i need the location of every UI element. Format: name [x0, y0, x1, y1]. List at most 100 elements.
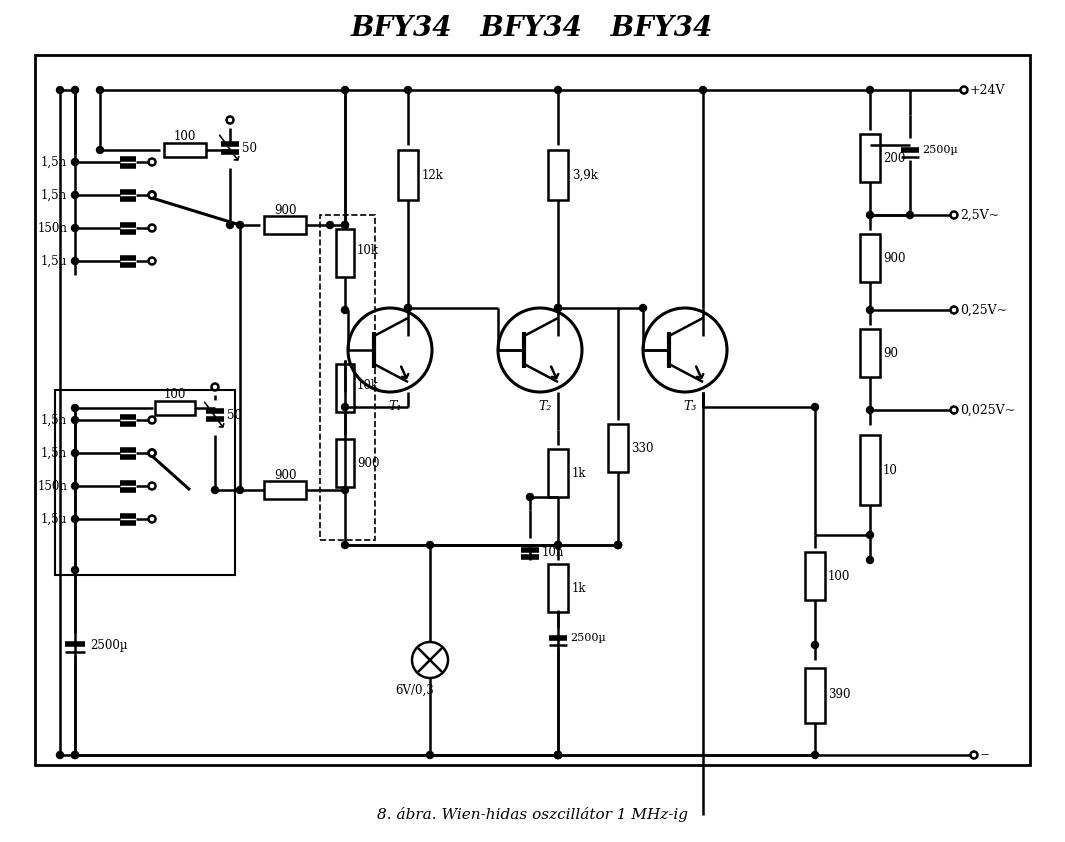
Circle shape: [812, 403, 819, 411]
Circle shape: [615, 541, 622, 548]
Text: 0,25V~: 0,25V~: [960, 303, 1007, 317]
Text: 8. ábra. Wien-hidas oszcillátor 1 MHz-ig: 8. ábra. Wien-hidas oszcillátor 1 MHz-ig: [377, 807, 688, 823]
Text: BFY34   BFY34   BFY34: BFY34 BFY34 BFY34: [350, 14, 714, 41]
Circle shape: [867, 407, 873, 413]
Text: 2500µ: 2500µ: [91, 638, 128, 652]
Text: 2500µ: 2500µ: [922, 145, 957, 155]
Text: 12k: 12k: [422, 168, 444, 182]
Circle shape: [906, 211, 914, 219]
Text: 0,025V~: 0,025V~: [960, 403, 1015, 417]
Text: 200: 200: [883, 152, 905, 164]
Text: 900: 900: [357, 456, 379, 470]
Bar: [861, 234, 880, 282]
Text: 900: 900: [883, 252, 905, 264]
Bar: [805, 552, 825, 600]
Circle shape: [212, 487, 218, 493]
Circle shape: [700, 87, 706, 93]
Circle shape: [71, 417, 79, 424]
Text: 10k: 10k: [357, 379, 379, 392]
Text: 6V/0,3: 6V/0,3: [395, 684, 433, 696]
Bar: [335, 439, 354, 487]
Circle shape: [71, 482, 79, 489]
Bar: [861, 435, 880, 505]
Circle shape: [71, 404, 79, 412]
Circle shape: [426, 541, 433, 548]
Bar: [548, 449, 568, 497]
Circle shape: [71, 225, 79, 232]
Text: 1,5µ: 1,5µ: [40, 254, 67, 268]
Circle shape: [327, 221, 333, 228]
Text: 1,5n: 1,5n: [40, 189, 67, 201]
Bar: [164, 143, 206, 157]
Text: 1,5µ: 1,5µ: [40, 513, 67, 525]
Circle shape: [526, 493, 534, 500]
Bar: [320, 215, 375, 540]
Circle shape: [342, 403, 348, 411]
Circle shape: [97, 147, 103, 153]
Circle shape: [867, 87, 873, 93]
Text: 150n: 150n: [37, 479, 67, 493]
Circle shape: [555, 752, 561, 759]
Circle shape: [555, 305, 561, 312]
Circle shape: [342, 221, 348, 228]
Circle shape: [555, 541, 561, 548]
Text: 150n: 150n: [37, 221, 67, 235]
Bar: [608, 424, 628, 472]
Text: 900: 900: [274, 468, 296, 482]
Bar: [548, 564, 568, 612]
Bar: [35, 55, 1030, 765]
Text: 10: 10: [883, 463, 898, 477]
Text: 900: 900: [274, 204, 296, 216]
Text: T₁: T₁: [389, 399, 402, 413]
Circle shape: [71, 515, 79, 523]
Circle shape: [639, 305, 646, 312]
Circle shape: [426, 752, 433, 759]
Bar: [264, 216, 306, 234]
Bar: [805, 668, 825, 722]
Text: 2500µ: 2500µ: [570, 633, 606, 643]
Text: 1k: 1k: [572, 582, 587, 594]
Text: –: –: [980, 747, 988, 764]
Text: 390: 390: [828, 689, 851, 701]
Circle shape: [97, 87, 103, 93]
Text: 10k: 10k: [357, 243, 379, 257]
Circle shape: [867, 211, 873, 219]
Circle shape: [555, 752, 561, 759]
Circle shape: [555, 305, 561, 312]
Text: 50: 50: [242, 141, 257, 154]
Text: T₃: T₃: [684, 399, 697, 413]
Circle shape: [615, 541, 622, 548]
Text: 3,9k: 3,9k: [572, 168, 597, 182]
Bar: [398, 150, 417, 200]
Circle shape: [236, 487, 244, 493]
Circle shape: [555, 541, 561, 548]
Circle shape: [56, 752, 64, 759]
Text: 1k: 1k: [572, 466, 587, 479]
Text: 1,5n: 1,5n: [40, 156, 67, 168]
Circle shape: [342, 221, 348, 228]
Circle shape: [227, 221, 233, 228]
Circle shape: [71, 752, 79, 759]
Circle shape: [405, 305, 411, 312]
Circle shape: [867, 557, 873, 563]
Bar: [55, 390, 235, 575]
Text: +24V: +24V: [970, 83, 1005, 97]
Circle shape: [555, 87, 561, 93]
Circle shape: [236, 221, 244, 228]
Text: 50: 50: [227, 408, 242, 422]
Circle shape: [555, 752, 561, 759]
Circle shape: [71, 258, 79, 264]
Circle shape: [71, 87, 79, 93]
Circle shape: [71, 567, 79, 573]
Circle shape: [71, 752, 79, 759]
Circle shape: [405, 87, 411, 93]
Text: 90: 90: [883, 347, 898, 360]
Bar: [264, 481, 306, 499]
Bar: [548, 150, 568, 200]
Bar: [155, 401, 195, 415]
Circle shape: [812, 752, 819, 759]
Text: 330: 330: [630, 441, 654, 455]
Text: 10n: 10n: [542, 546, 564, 558]
Text: 1,5n: 1,5n: [40, 446, 67, 460]
Circle shape: [405, 305, 411, 312]
